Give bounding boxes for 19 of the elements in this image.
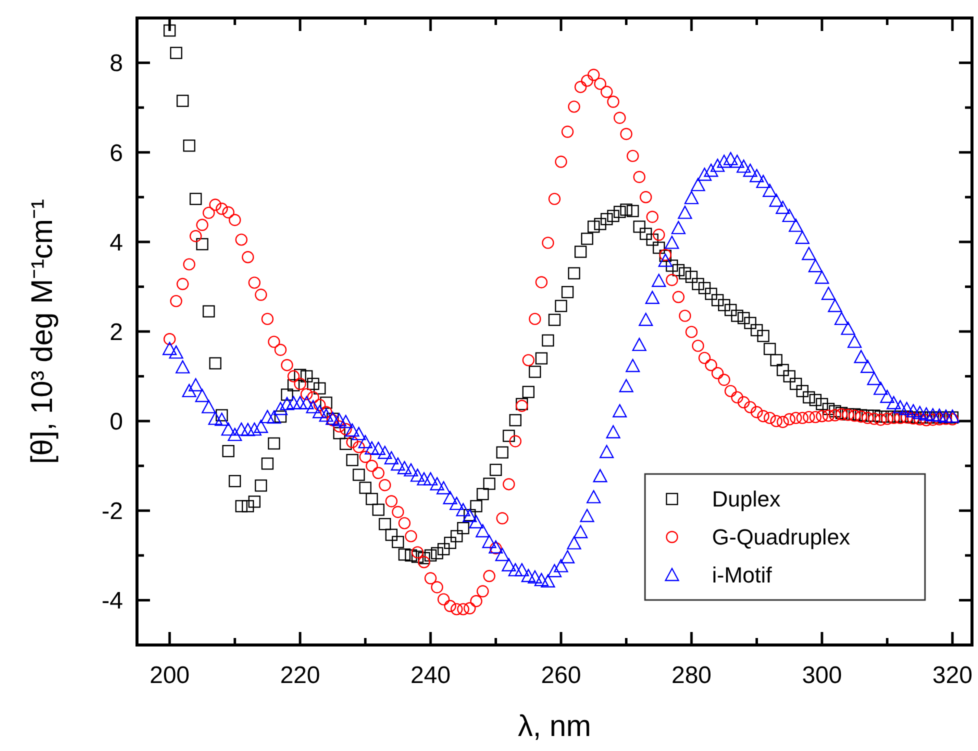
y-tick-label: -2 [102,498,123,526]
legend-label: G-Quadruplex [712,524,850,550]
y-tick-label: 0 [110,408,123,436]
legend-label: Duplex [712,486,780,512]
x-axis-title: λ, nm [518,710,592,743]
y-tick-label: 6 [110,140,123,167]
y-tick-label: 2 [110,318,123,346]
x-tick-label: 220 [280,662,320,689]
x-tick-label: 200 [150,662,190,689]
y-tick-label: -4 [102,588,123,615]
x-tick-label: 300 [802,662,842,689]
y-tick-label: 4 [110,229,123,256]
y-tick-label: 8 [110,50,123,78]
x-tick-label: 240 [410,662,451,689]
x-tick-label: 280 [671,662,712,689]
legend-label: i-Motif [712,562,773,588]
x-tick-label: 320 [932,662,972,689]
x-tick-label: 260 [541,662,582,689]
y-axis-title: [θ], 10³ deg M⁻¹cm⁻¹ [26,198,59,464]
